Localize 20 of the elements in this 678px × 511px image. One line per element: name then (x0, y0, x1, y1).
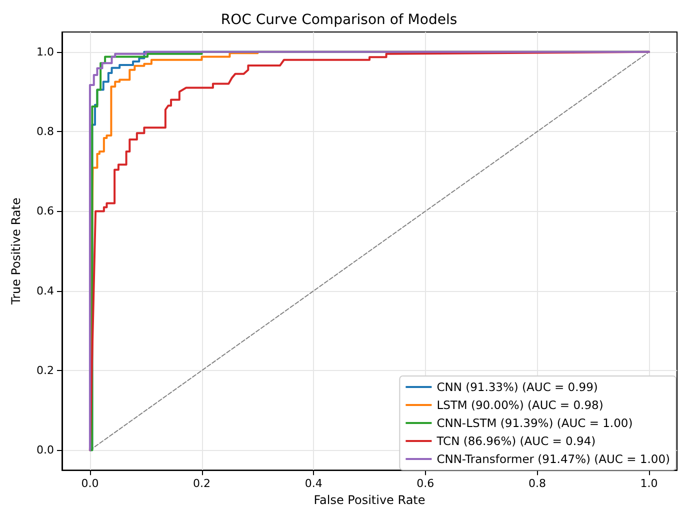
legend-label: CNN-Transformer (91.47%) (AUC = 1.00) (436, 452, 670, 466)
legend-label: TCN (86.96%) (AUC = 0.94) (436, 434, 596, 448)
legend-label: LSTM (90.00%) (AUC = 0.98) (436, 398, 604, 412)
y-tick-label: 0.0 (36, 444, 54, 457)
y-tick-label: 0.4 (36, 284, 54, 298)
x-tick-label: 1.0 (640, 477, 658, 490)
x-tick-label: 0.2 (193, 477, 211, 490)
y-tick-label: 0.2 (36, 364, 54, 378)
legend-label: CNN-LSTM (91.39%) (AUC = 1.00) (436, 416, 633, 430)
legend-label: CNN (91.33%) (AUC = 0.99) (436, 380, 598, 394)
y-tick-label: 0.8 (36, 125, 54, 138)
y-tick-label: 1.0 (36, 45, 54, 58)
x-tick-label: 0.0 (81, 477, 99, 490)
x-axis-title: False Positive Rate (314, 493, 426, 507)
chart-title: ROC Curve Comparison of Models (220, 12, 458, 28)
y-tick-label: 0.6 (36, 204, 54, 218)
x-tick-label: 0.6 (416, 477, 434, 490)
x-tick-label: 0.8 (528, 477, 546, 490)
x-tick-label: 0.4 (304, 477, 322, 490)
y-axis-title: True Positive Rate (9, 198, 23, 306)
